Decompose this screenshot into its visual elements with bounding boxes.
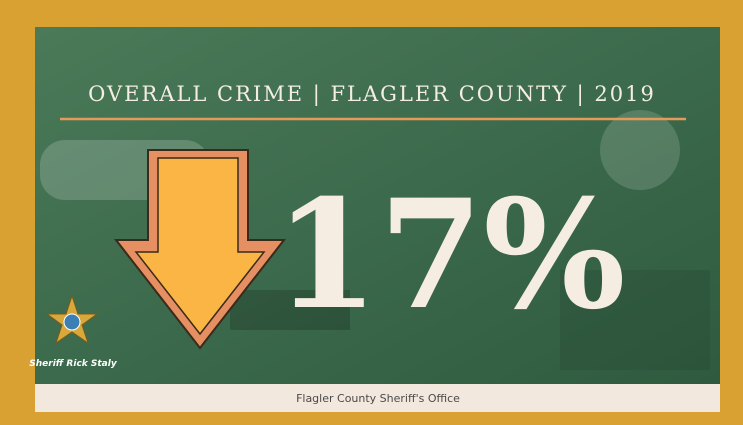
infographic: OVERALL CRIME | FLAGLER COUNTY | 2019 17… [0, 0, 743, 425]
headline-figure: 17% [274, 167, 625, 343]
badge-caption: Sheriff Rick Staly [29, 359, 118, 369]
badge-seal [64, 314, 80, 330]
title: OVERALL CRIME | FLAGLER COUNTY | 2019 [88, 82, 656, 107]
footer-text: Flagler County Sheriff's Office [296, 392, 460, 405]
